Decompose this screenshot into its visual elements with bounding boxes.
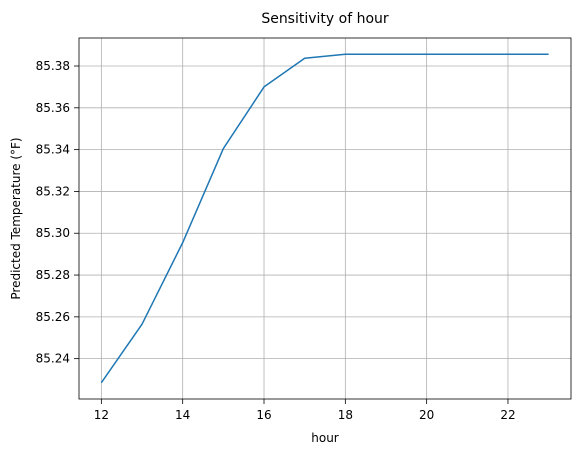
y-tick-label-7: 85.38	[36, 59, 70, 73]
y-tick-label-2: 85.28	[36, 268, 70, 282]
y-axis-label: Predicted Temperature (°F)	[9, 137, 23, 299]
x-tick-label-1: 14	[175, 408, 190, 422]
x-tick-label-5: 22	[500, 408, 515, 422]
series-layer	[100, 53, 549, 384]
y-tick-label-6: 85.36	[36, 101, 70, 115]
y-tick-label-0: 85.24	[36, 352, 70, 366]
chart-title: Sensitivity of hour	[261, 11, 389, 27]
series-line-0	[100, 53, 549, 384]
grid	[79, 38, 571, 399]
axes-frame	[78, 37, 572, 400]
x-axis-label: hour	[311, 431, 339, 445]
x-tick-label-3: 18	[338, 408, 353, 422]
x-tick-label-2: 16	[256, 408, 271, 422]
y-tick-label-1: 85.26	[36, 310, 70, 324]
x-tick-label-4: 20	[419, 408, 434, 422]
plot-area	[79, 38, 571, 399]
x-tick-label-0: 12	[94, 408, 109, 422]
y-tick-label-3: 85.30	[36, 226, 70, 240]
ticks: 12 14 16 18 20 22 85.24 85.26 85.28 85.30 85.32 85.…	[36, 59, 516, 422]
y-tick-label-5: 85.34	[36, 143, 70, 157]
y-tick-label-4: 85.32	[36, 184, 70, 198]
